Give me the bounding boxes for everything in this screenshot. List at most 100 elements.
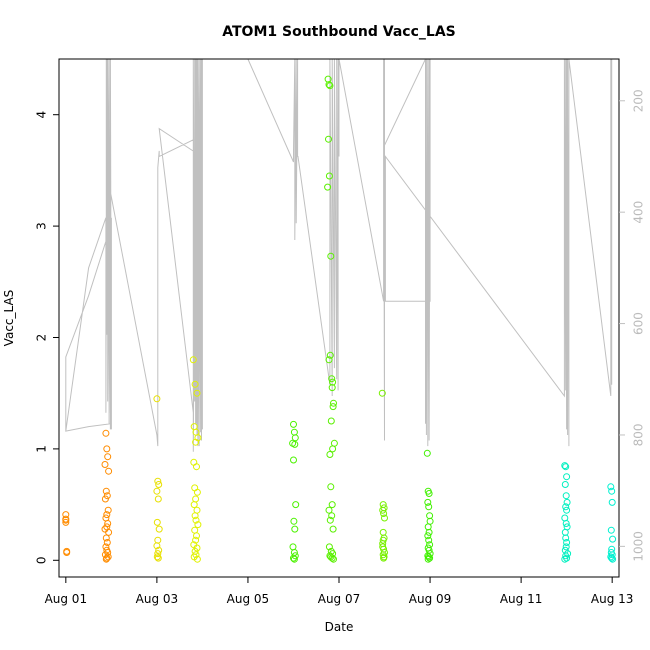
data-point bbox=[563, 554, 571, 562]
data-point bbox=[378, 389, 386, 397]
data-point bbox=[153, 395, 161, 403]
data-point bbox=[193, 488, 201, 496]
data-point bbox=[63, 547, 71, 555]
data-point bbox=[193, 532, 200, 540]
series-aug-04 bbox=[189, 356, 202, 563]
data-point bbox=[325, 356, 333, 364]
data-point bbox=[328, 501, 336, 509]
y-tick-label: 4 bbox=[35, 111, 49, 119]
data-point bbox=[562, 503, 570, 511]
data-point bbox=[192, 516, 200, 524]
data-point bbox=[102, 487, 110, 495]
data-point bbox=[609, 535, 617, 543]
data-point bbox=[62, 515, 70, 523]
data-point bbox=[291, 440, 299, 448]
data-point bbox=[155, 546, 163, 554]
series-aug-03 bbox=[153, 395, 163, 562]
data-point bbox=[190, 501, 198, 509]
data-point bbox=[381, 514, 388, 522]
data-point bbox=[292, 501, 300, 509]
data-point bbox=[608, 487, 616, 495]
data-point bbox=[607, 483, 615, 491]
data-point bbox=[290, 555, 298, 563]
data-point bbox=[191, 512, 199, 520]
data-point bbox=[424, 532, 432, 540]
data-point bbox=[563, 506, 571, 514]
data-point bbox=[155, 525, 163, 533]
data-point bbox=[425, 528, 433, 536]
series-aug-06 bbox=[289, 420, 300, 563]
data-point bbox=[291, 525, 299, 533]
data-point bbox=[561, 462, 569, 470]
data-point bbox=[154, 550, 162, 558]
data-point bbox=[330, 399, 337, 407]
data-point bbox=[192, 438, 200, 446]
data-point bbox=[562, 520, 570, 527]
depth-line bbox=[65, 59, 613, 452]
chart-title: ATOM1 Southbound Vacc_LAS bbox=[222, 24, 456, 40]
data-point bbox=[325, 135, 332, 143]
x-tick-label: Aug 03 bbox=[136, 592, 179, 606]
data-point bbox=[325, 172, 333, 180]
data-point bbox=[104, 506, 112, 514]
data-point bbox=[425, 503, 433, 511]
data-point bbox=[379, 536, 387, 544]
data-point bbox=[609, 555, 617, 563]
data-point bbox=[329, 403, 337, 411]
data-point bbox=[193, 463, 200, 471]
data-point bbox=[189, 356, 197, 364]
data-point bbox=[562, 492, 570, 500]
y-tick-label: 3 bbox=[35, 222, 49, 230]
data-point bbox=[562, 543, 570, 551]
data-point bbox=[290, 456, 297, 464]
depth-line-layer bbox=[65, 59, 613, 452]
data-point bbox=[103, 511, 111, 519]
x-tick-label: Aug 13 bbox=[591, 592, 634, 606]
series-aug-02 bbox=[101, 429, 113, 563]
data-point bbox=[290, 517, 298, 525]
data-point bbox=[291, 434, 299, 442]
data-point bbox=[104, 553, 112, 561]
x-tick-label: Aug 09 bbox=[409, 592, 452, 606]
data-point bbox=[104, 453, 112, 461]
data-point bbox=[426, 554, 434, 562]
data-point bbox=[193, 544, 201, 552]
data-point bbox=[192, 551, 200, 559]
data-point bbox=[424, 552, 432, 560]
y-tick-label: 2 bbox=[35, 334, 49, 342]
data-point bbox=[424, 555, 432, 563]
data-point bbox=[607, 526, 615, 534]
data-point bbox=[328, 512, 336, 520]
data-point bbox=[379, 543, 387, 551]
y2-axis: 200 400 600 800 1000 bbox=[619, 89, 646, 562]
x-tick-label: Aug 01 bbox=[45, 592, 88, 606]
x-axis-label: Date bbox=[325, 620, 354, 634]
data-point bbox=[325, 81, 333, 89]
data-point bbox=[291, 552, 299, 560]
data-point bbox=[153, 487, 161, 495]
data-point bbox=[102, 555, 110, 563]
data-point bbox=[607, 553, 615, 561]
data-point bbox=[325, 506, 333, 514]
data-point bbox=[290, 554, 297, 562]
data-point bbox=[328, 375, 336, 383]
data-point bbox=[153, 542, 161, 550]
data-point bbox=[105, 467, 113, 475]
data-point bbox=[564, 550, 572, 558]
data-point bbox=[290, 420, 297, 428]
data-point bbox=[563, 539, 571, 546]
series-aug-09 bbox=[423, 449, 434, 563]
data-point bbox=[193, 555, 201, 563]
data-point bbox=[423, 449, 431, 457]
data-point bbox=[328, 554, 336, 562]
data-point bbox=[191, 380, 199, 388]
data-point bbox=[608, 554, 616, 562]
y2-tick-label: 800 bbox=[632, 424, 646, 447]
data-point bbox=[326, 451, 334, 458]
data-point bbox=[562, 534, 570, 542]
data-point bbox=[327, 252, 335, 260]
data-point bbox=[104, 520, 112, 527]
points-layer bbox=[62, 75, 617, 563]
data-point bbox=[380, 510, 388, 517]
